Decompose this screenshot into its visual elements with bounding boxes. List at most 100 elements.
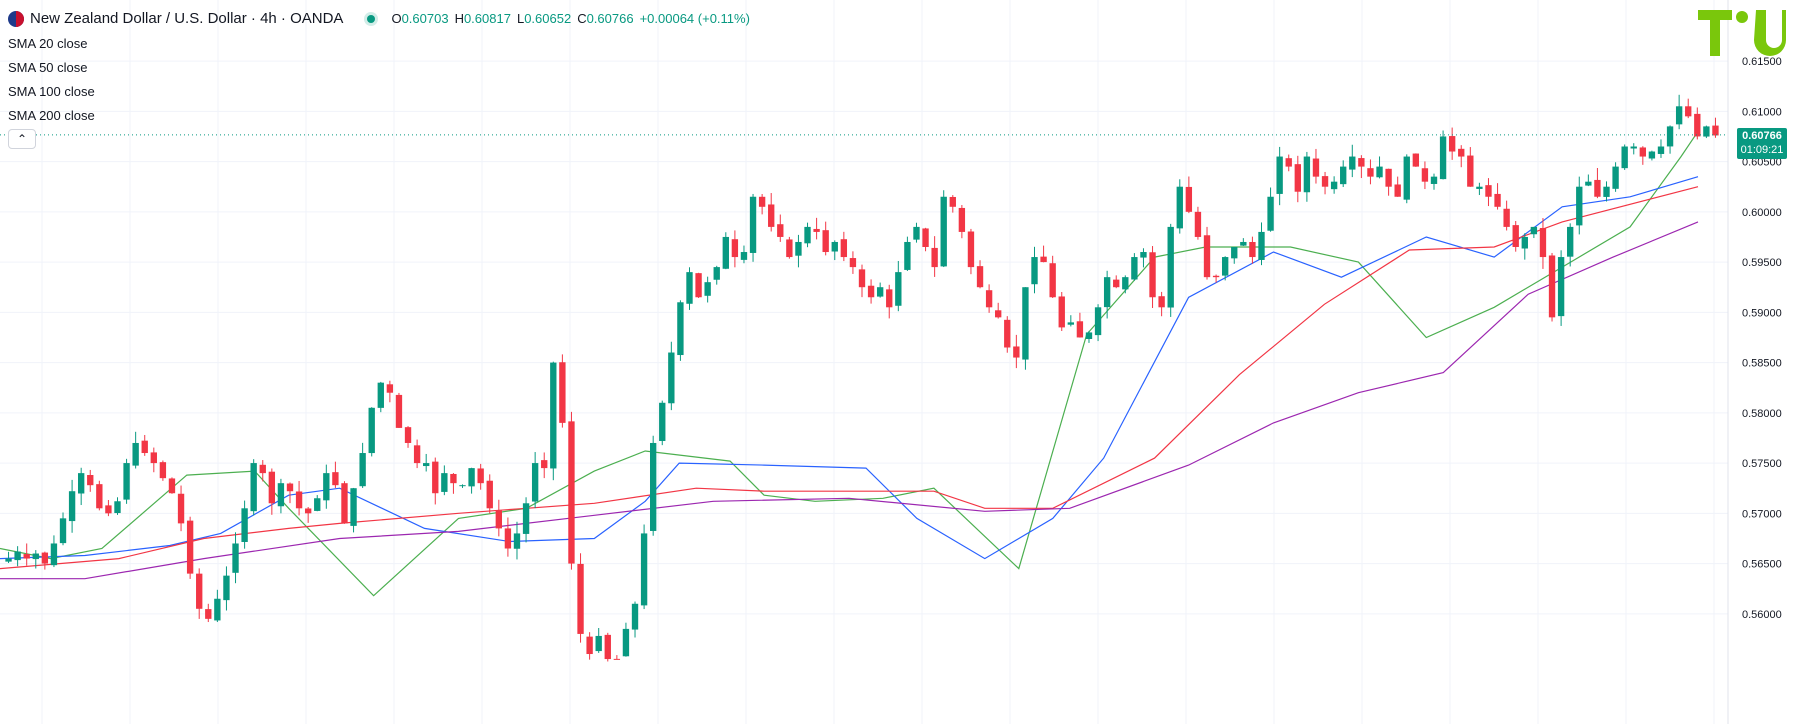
candle-body [1657, 146, 1665, 154]
candle-body [386, 384, 394, 393]
indicator-sma-20[interactable]: SMA 20 close [8, 36, 88, 51]
candle-body [568, 421, 575, 564]
candle-body [731, 239, 739, 258]
indicator-sma-100[interactable]: SMA 100 close [8, 84, 95, 99]
y-tick-label: 0.57500 [1742, 458, 1782, 470]
candle-body [958, 207, 966, 232]
candle-body [1067, 322, 1075, 325]
candle-body [423, 463, 430, 467]
candle-body [87, 474, 94, 486]
candle-body [1349, 156, 1356, 170]
sma-50-line [0, 176, 1699, 560]
candle-body [1149, 252, 1156, 298]
candle-body [522, 503, 530, 534]
candle-body [241, 508, 248, 542]
candle-body [531, 463, 539, 502]
candle-body [668, 352, 675, 404]
candle-body [1458, 148, 1465, 157]
candle-body [749, 196, 757, 253]
candle-body [713, 267, 720, 280]
candle-body [1267, 196, 1274, 231]
candle-body [786, 239, 793, 258]
candle-body [985, 290, 993, 308]
grid [0, 0, 1728, 724]
candle-body [196, 573, 203, 609]
candle-body [1666, 126, 1674, 147]
candle-body [1103, 277, 1111, 308]
candle-body [1394, 184, 1401, 197]
candle-body [922, 228, 929, 247]
candle-body [758, 196, 766, 207]
candle-body [1276, 156, 1283, 194]
candle-body [1421, 168, 1429, 182]
y-tick-label: 0.60500 [1742, 157, 1782, 169]
y-tick-label: 0.58000 [1742, 408, 1782, 420]
candle-body [114, 501, 121, 514]
candle-body [886, 289, 893, 308]
candle-body [377, 382, 384, 408]
candle-body [14, 551, 21, 561]
candle-body [577, 563, 584, 634]
candle-body [777, 224, 784, 237]
candle-body [359, 453, 366, 487]
candle-body [1158, 296, 1165, 308]
sma-200-line [0, 221, 1699, 580]
price-axis[interactable]: 0.56000 0.56500 0.57000 0.57500 0.58000 0.585… [1727, 0, 1782, 724]
candle-body [1530, 226, 1538, 235]
candle-body [1685, 106, 1692, 117]
candles [5, 94, 1719, 662]
candle-body [1004, 319, 1011, 348]
candle-body [1675, 106, 1683, 125]
candle-body [32, 553, 39, 560]
candle-body [1403, 156, 1410, 200]
candle-body [949, 196, 956, 207]
candle-body [177, 493, 185, 524]
candle-body [368, 407, 375, 454]
candle-body [1022, 287, 1029, 360]
candle-body [350, 488, 357, 526]
candle-body [59, 518, 67, 544]
candle-body [1485, 185, 1492, 197]
candle-body [913, 226, 920, 240]
market-status-icon[interactable] [367, 14, 376, 23]
candle-body [1312, 158, 1320, 177]
indicator-sma-200[interactable]: SMA 200 close [8, 108, 95, 123]
candle-body [495, 510, 503, 529]
candle-body [1249, 241, 1256, 258]
candle-body [1603, 186, 1610, 197]
candle-body [849, 258, 857, 268]
indicator-sma-50[interactable]: SMA 50 close [8, 60, 88, 75]
candle-body [486, 480, 493, 509]
candle-body [1430, 176, 1438, 184]
candle-body [967, 231, 975, 268]
candle-body [722, 236, 729, 269]
candle-body [1076, 321, 1084, 338]
y-tick-label: 0.59500 [1742, 257, 1782, 269]
candle-body [314, 498, 321, 511]
candle-body [150, 452, 157, 464]
candle-body [631, 603, 639, 630]
candle-body [159, 462, 167, 479]
nzd-usd-flag-icon [8, 10, 24, 27]
candle-body [1385, 168, 1392, 187]
candle-body [432, 461, 439, 494]
candle-body [304, 508, 312, 514]
candle-body [1185, 186, 1193, 212]
candle-body [995, 310, 1002, 318]
candle-body [1085, 332, 1093, 339]
candle-body [695, 273, 702, 298]
candle-body [1376, 166, 1383, 178]
symbol-title[interactable]: New Zealand Dollar / U.S. Dollar · 4h · … [30, 10, 344, 27]
candle-body [250, 463, 257, 512]
candle-body [640, 533, 648, 606]
candle-body [1176, 186, 1183, 229]
candle-body [5, 558, 12, 562]
collapse-legend-button[interactable]: ⌃ [8, 129, 36, 149]
candle-body [940, 196, 947, 267]
candle-body [1094, 307, 1102, 336]
low-value: 0.60652 [524, 11, 572, 26]
candle-body [559, 362, 566, 423]
candle-body [1367, 168, 1374, 177]
candle-body [1621, 146, 1628, 169]
